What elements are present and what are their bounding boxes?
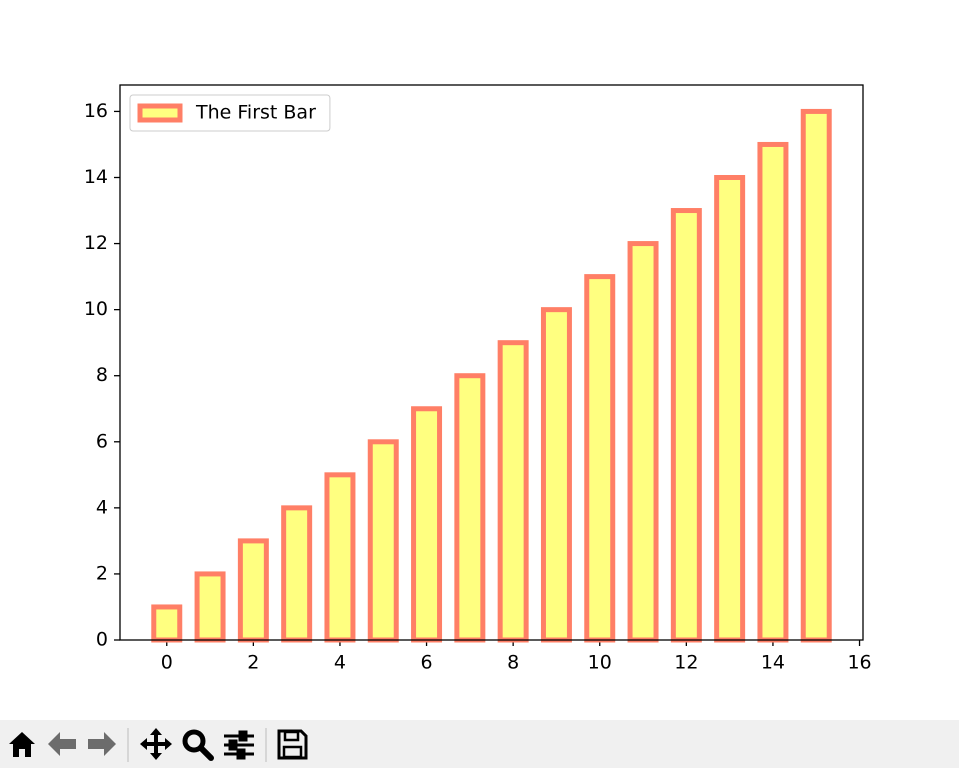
bar <box>324 472 356 643</box>
x-tick-label: 2 <box>247 652 259 674</box>
x-tick-label: 8 <box>507 652 519 674</box>
bar <box>757 141 789 643</box>
legend: The First Bar <box>129 94 331 132</box>
y-tick-label: 16 <box>84 100 108 122</box>
y-tick-label: 8 <box>96 364 108 386</box>
configure-button[interactable] <box>224 730 254 760</box>
bar <box>411 406 443 643</box>
forward-button[interactable] <box>88 732 116 756</box>
x-tick-label: 0 <box>161 652 173 674</box>
bar <box>670 208 702 643</box>
legend-label: The First Bar <box>195 102 316 124</box>
bar <box>367 439 399 643</box>
x-tick-label: 16 <box>847 652 871 674</box>
y-tick-label: 2 <box>96 562 108 584</box>
x-tick-label: 4 <box>334 652 346 674</box>
bar <box>540 307 572 643</box>
home-button[interactable] <box>9 732 35 757</box>
bar <box>454 373 486 643</box>
zoom-button[interactable] <box>182 729 214 761</box>
back-button[interactable] <box>48 732 76 756</box>
bar <box>194 571 226 643</box>
x-tick-label: 6 <box>421 652 433 674</box>
bar <box>281 505 313 643</box>
bar <box>627 241 659 643</box>
bar <box>151 604 183 643</box>
y-tick-label: 14 <box>84 166 108 188</box>
legend-swatch <box>137 103 183 123</box>
bar <box>584 274 616 643</box>
y-tick-label: 4 <box>96 496 108 518</box>
x-tick-label: 12 <box>674 652 698 674</box>
y-tick-label: 12 <box>84 232 108 254</box>
chart: 0 2 4 6 8 10 12 14 16 0 2 4 6 8 10 12 14 16 The First Bar <box>84 84 872 674</box>
x-tick-label: 14 <box>761 652 785 674</box>
bar <box>497 340 529 643</box>
y-tick-label: 6 <box>96 430 108 452</box>
plot-frame <box>119 84 864 641</box>
pan-button[interactable] <box>140 728 172 760</box>
bar <box>237 538 269 643</box>
save-button[interactable] <box>277 729 308 760</box>
toolbar <box>0 720 959 768</box>
y-tick-label: 10 <box>84 298 108 320</box>
bar <box>800 108 832 643</box>
y-tick-label: 0 <box>96 629 108 651</box>
bar <box>714 175 746 643</box>
x-tick-label: 10 <box>588 652 612 674</box>
